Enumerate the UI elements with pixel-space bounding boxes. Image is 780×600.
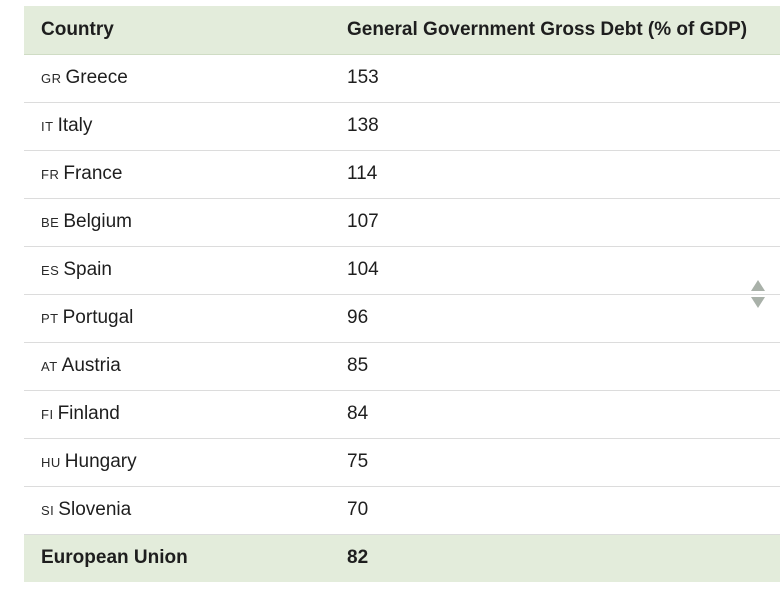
country-cell: HU Hungary — [24, 438, 330, 487]
debt-cell: 85 — [330, 342, 780, 391]
country-cell: ES Spain — [24, 246, 330, 295]
country-name: France — [63, 163, 123, 184]
debt-cell: 70 — [330, 486, 780, 535]
country-cell: SI Slovenia — [24, 486, 330, 535]
footer-debt-cell: 82 — [347, 547, 369, 569]
header-row: Country General Government Gross Debt (%… — [24, 6, 780, 308]
country-name: Italy — [57, 115, 93, 136]
debt-cell: 75 — [330, 438, 780, 487]
country-name: Slovenia — [58, 499, 132, 520]
country-name: Greece — [65, 67, 128, 88]
country-code-flag: SI — [41, 503, 55, 518]
debt-cell: 84 — [330, 390, 780, 439]
country-code-flag: FR — [41, 167, 60, 182]
debt-cell: 96 — [330, 294, 780, 343]
table-header: Country General Government Gross Debt (%… — [24, 6, 780, 308]
table-row: GR Greece 153 — [24, 54, 780, 103]
country-name: Hungary — [64, 451, 137, 472]
country-column-header[interactable]: Country — [24, 6, 765, 308]
table-body: GR Greece 153 IT Italy 138 FR France 114 BE Belgiu… — [24, 54, 780, 535]
country-cell: IT Italy — [24, 102, 330, 151]
country-code-flag: BE — [41, 215, 60, 230]
debt-cell: 138 — [330, 102, 780, 151]
country-name: Portugal — [62, 307, 134, 328]
country-cell: FR France — [24, 150, 330, 199]
debt-table-container: Country General Government Gross Debt (%… — [24, 6, 780, 582]
debt-cell: 153 — [330, 54, 780, 103]
debt-table: Country General Government Gross Debt (%… — [24, 6, 780, 582]
table-row: AT Austria 85 — [24, 342, 780, 391]
country-name: Spain — [63, 259, 112, 280]
country-cell: GR Greece — [24, 54, 330, 103]
country-cell: FI Finland — [24, 390, 330, 439]
country-cell: BE Belgium — [24, 198, 330, 247]
table-row: HU Hungary 75 — [24, 438, 780, 487]
country-code-flag: IT — [41, 119, 54, 134]
debt-cell: 104 — [330, 246, 780, 295]
debt-cell: 107 — [330, 198, 780, 247]
country-code-flag: ES — [41, 263, 60, 278]
country-code-flag: PT — [41, 311, 59, 326]
table-footer: European Union 82 — [24, 534, 780, 582]
country-header-label: Country — [41, 18, 114, 40]
debt-column-header[interactable]: General Government Gross Debt (% of GDP) — [330, 6, 780, 55]
country-name: Austria — [61, 355, 121, 376]
table-row: FI Finland 84 — [24, 390, 780, 439]
table-row: IT Italy 138 — [24, 102, 780, 151]
country-name: Belgium — [63, 211, 132, 232]
country-cell: PT Portugal — [24, 294, 330, 343]
country-name: Finland — [57, 403, 120, 424]
country-code-flag: GR — [41, 71, 62, 86]
table-row: PT Portugal 96 — [24, 294, 780, 343]
footer-row: European Union 82 — [24, 534, 780, 582]
country-code-flag: HU — [41, 455, 61, 470]
country-code-flag: FI — [41, 407, 54, 422]
footer-country-cell: European Union — [41, 547, 188, 569]
table-row: BE Belgium 107 — [24, 198, 780, 247]
debt-cell: 114 — [330, 150, 780, 199]
table-row: FR France 114 — [24, 150, 780, 199]
table-row: ES Spain 104 — [24, 246, 780, 295]
country-code-flag: AT — [41, 359, 58, 374]
country-cell: AT Austria — [24, 342, 330, 391]
debt-header-label: General Government Gross Debt (% of GDP) — [347, 18, 748, 40]
table-row: SI Slovenia 70 — [24, 486, 780, 535]
